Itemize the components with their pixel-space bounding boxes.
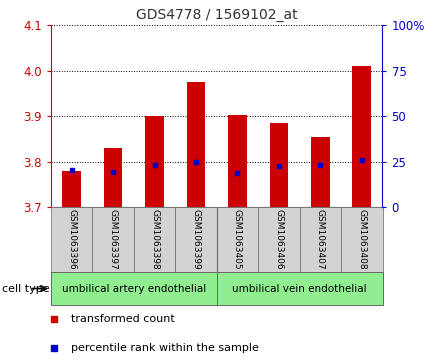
Bar: [134, 207, 175, 272]
Bar: [104, 148, 122, 207]
Bar: [217, 207, 258, 272]
Bar: [269, 123, 288, 207]
Text: GSM1063406: GSM1063406: [275, 209, 283, 269]
Bar: [311, 136, 330, 207]
Bar: [352, 66, 371, 207]
Text: GSM1063396: GSM1063396: [67, 209, 76, 270]
Text: GSM1063398: GSM1063398: [150, 209, 159, 270]
Text: umbilical artery endothelial: umbilical artery endothelial: [62, 284, 206, 294]
Bar: [92, 207, 134, 272]
Bar: [51, 272, 217, 305]
Text: GSM1063397: GSM1063397: [109, 209, 118, 270]
Bar: [341, 207, 382, 272]
Bar: [145, 116, 164, 207]
Bar: [258, 207, 300, 272]
Bar: [62, 171, 81, 207]
Text: GSM1063399: GSM1063399: [192, 209, 201, 270]
Text: umbilical vein endothelial: umbilical vein endothelial: [232, 284, 367, 294]
Bar: [228, 115, 247, 207]
Bar: [300, 207, 341, 272]
Text: GSM1063408: GSM1063408: [357, 209, 366, 269]
Title: GDS4778 / 1569102_at: GDS4778 / 1569102_at: [136, 8, 298, 22]
Text: transformed count: transformed count: [71, 314, 175, 325]
Text: percentile rank within the sample: percentile rank within the sample: [71, 343, 259, 354]
Text: GSM1063405: GSM1063405: [233, 209, 242, 269]
Text: cell type: cell type: [2, 284, 50, 294]
Bar: [187, 82, 205, 207]
Bar: [217, 272, 382, 305]
Bar: [51, 207, 92, 272]
Bar: [175, 207, 217, 272]
Text: GSM1063407: GSM1063407: [316, 209, 325, 269]
